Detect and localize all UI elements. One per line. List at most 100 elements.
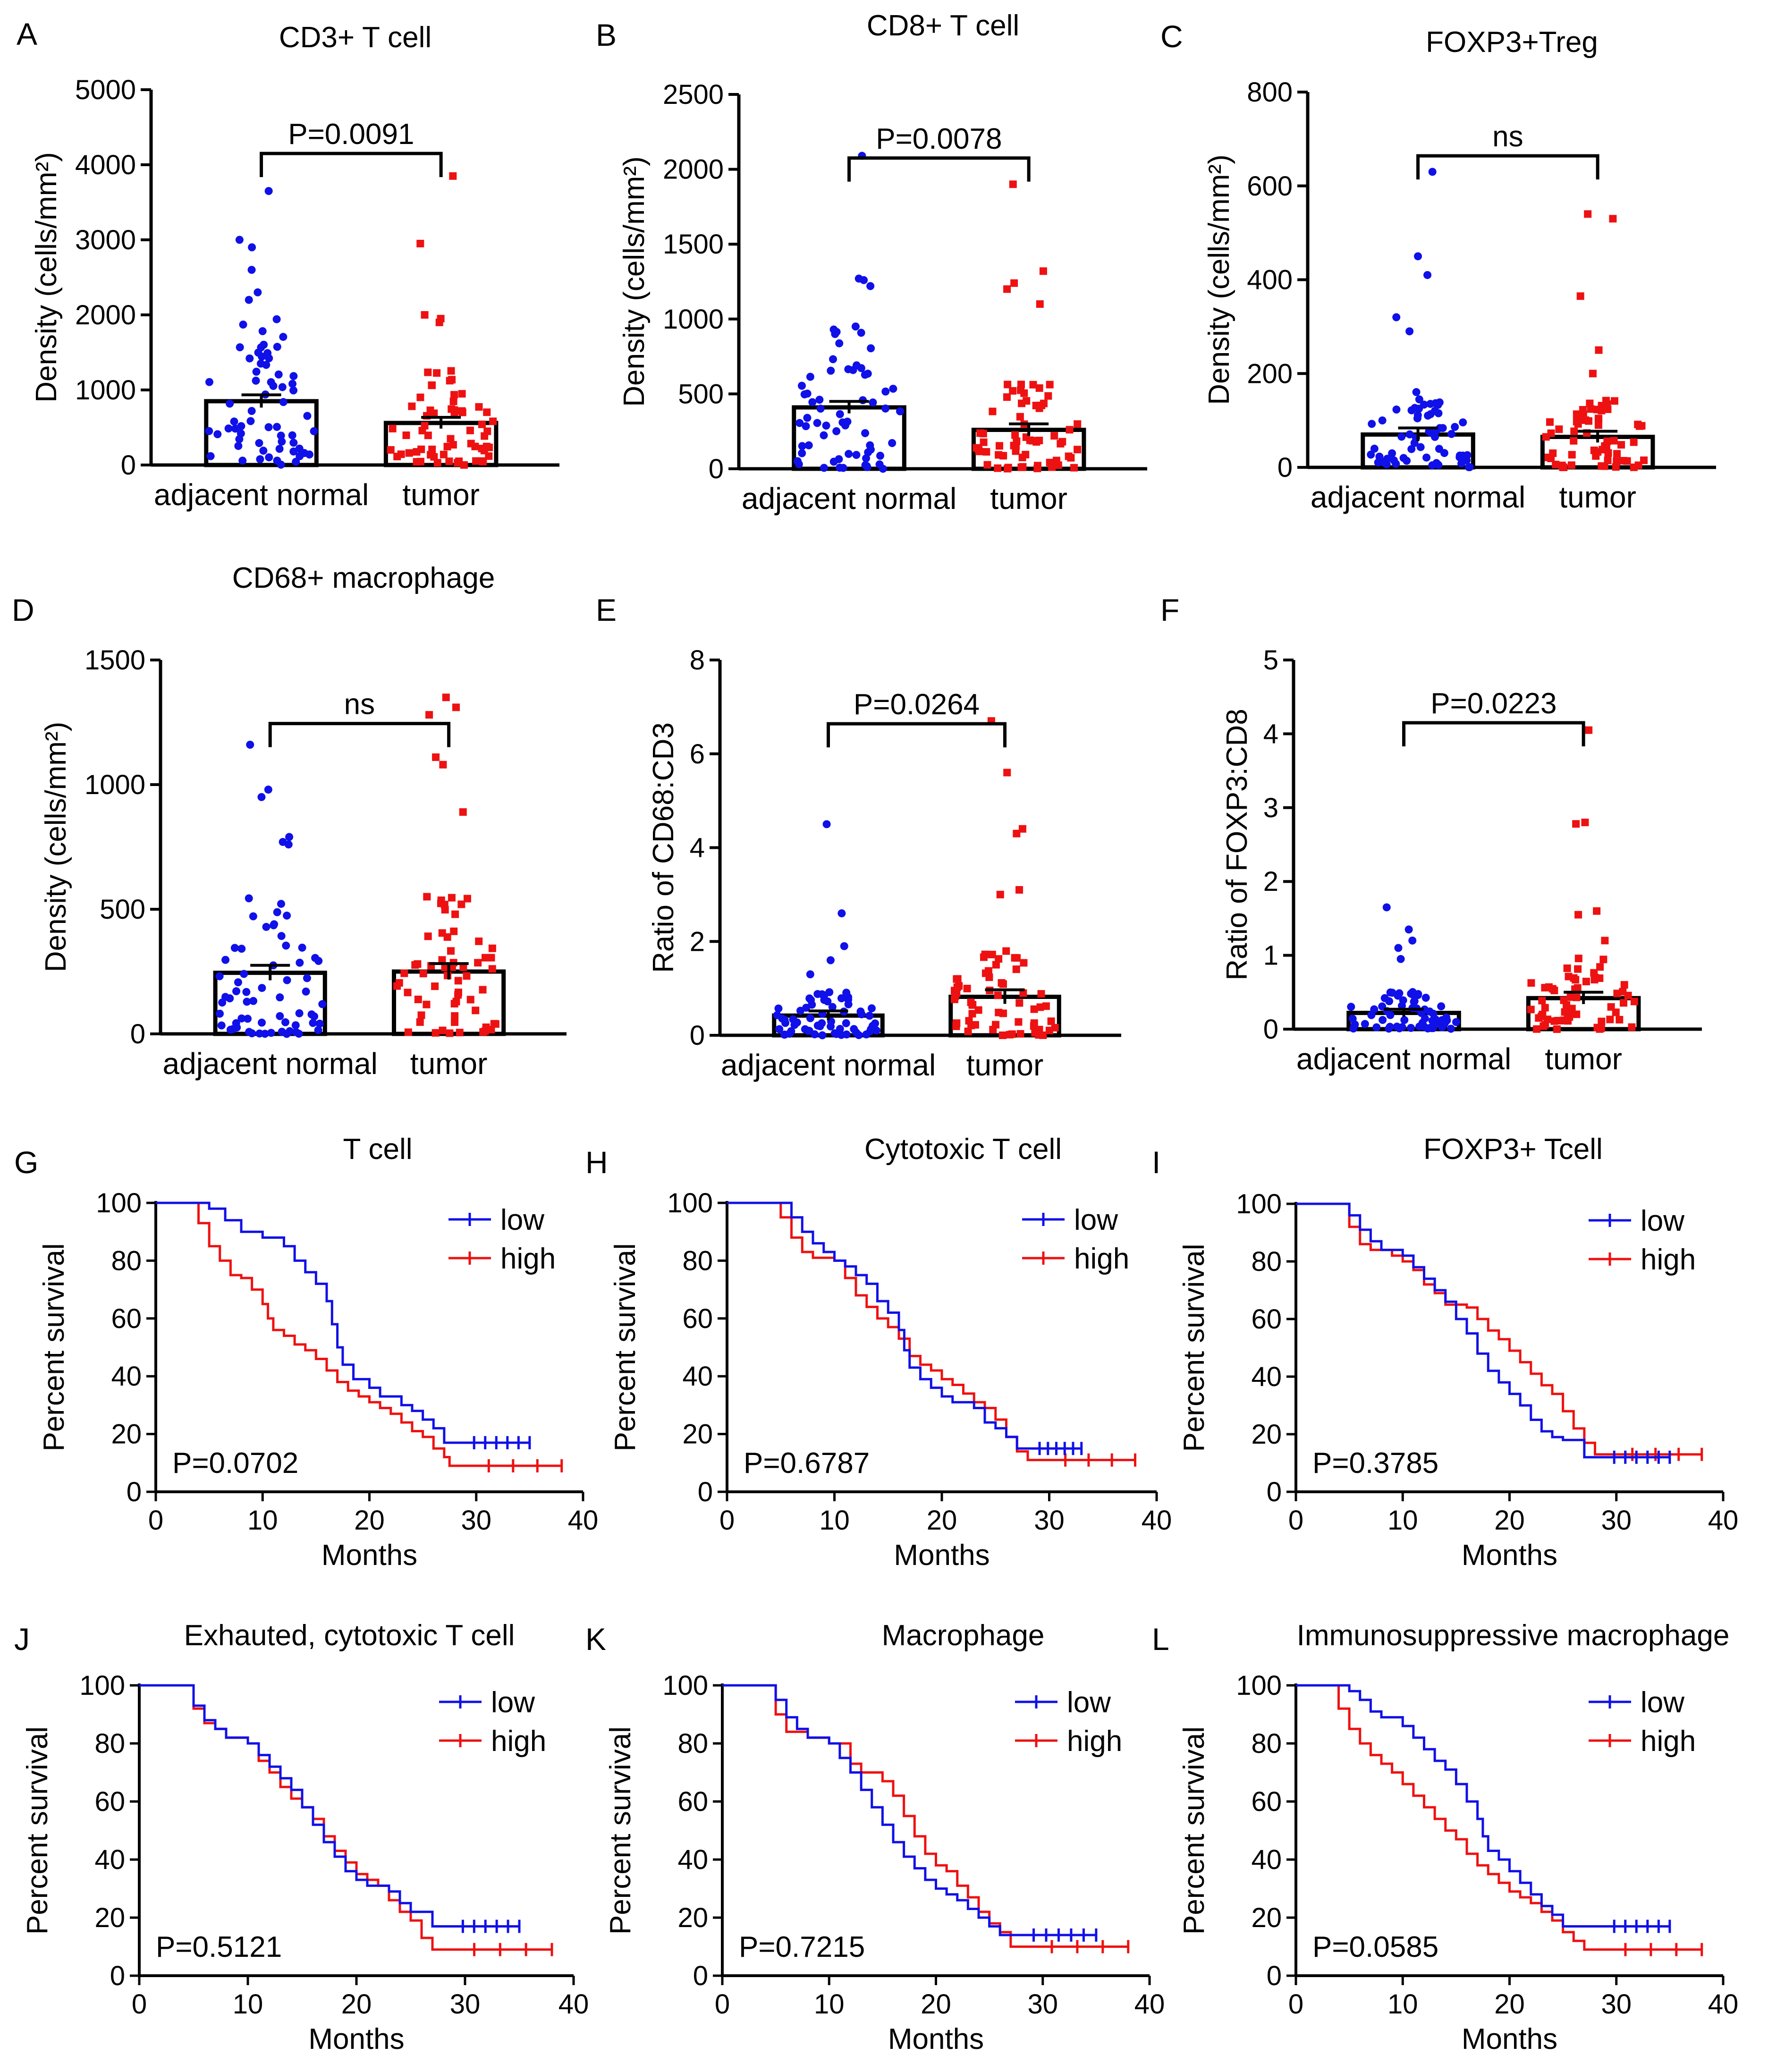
y-tick-label: 800	[1247, 77, 1293, 108]
dot-tumor	[440, 450, 448, 458]
dot-normal	[262, 361, 271, 369]
dot-tumor	[454, 459, 462, 467]
dot-normal	[264, 423, 273, 431]
dot-tumor	[466, 996, 474, 1004]
dot-normal	[845, 450, 853, 458]
dot-tumor	[478, 420, 486, 428]
dot-normal	[315, 1019, 324, 1028]
dot-normal	[1385, 1024, 1393, 1033]
survival-curve-high	[727, 1201, 1135, 1462]
censor-marks-high	[487, 1459, 563, 1472]
dot-tumor	[1009, 180, 1017, 188]
dot-normal	[295, 1009, 304, 1017]
dot-normal	[252, 376, 260, 385]
x-tick-label: 20	[1494, 1505, 1525, 1536]
dot-normal	[1367, 450, 1375, 459]
dot-tumor	[1018, 453, 1026, 461]
dot-tumor	[1585, 417, 1593, 425]
dot-tumor	[1628, 1023, 1636, 1031]
dot-tumor	[1538, 997, 1546, 1005]
dot-normal	[267, 1029, 275, 1037]
dot-tumor	[999, 1009, 1007, 1017]
dot-normal	[1416, 443, 1425, 451]
dot-normal	[264, 786, 272, 794]
dot-normal	[292, 457, 300, 466]
panel-j: J Exhauted, cytotoxic T cell 0 20 40 60 80 100 0…	[14, 1619, 589, 2055]
x-tick-label: 30	[1601, 1505, 1632, 1536]
dot-tumor	[1035, 437, 1043, 445]
dot-normal	[231, 424, 239, 433]
dot-tumor	[404, 1028, 412, 1036]
dot-tumor	[1046, 458, 1054, 466]
dot-normal	[244, 1015, 252, 1023]
dot-normal	[1393, 1023, 1401, 1031]
dot-tumor	[1620, 981, 1628, 989]
dot-normal	[837, 1031, 846, 1039]
dot-normal	[237, 429, 245, 438]
dot-tumor	[449, 397, 457, 406]
dot-tumor	[1017, 381, 1025, 389]
y-tick-label: 0	[110, 1961, 125, 1991]
panel-letter: I	[1152, 1145, 1160, 1180]
panel-d: D CD68+ macrophage 0 500 1000 1500 Density (ce…	[12, 562, 567, 1081]
dot-normal	[279, 398, 288, 406]
survival-curve-low	[722, 1684, 1096, 1937]
x-tick-label: 0	[132, 1989, 147, 2020]
dot-tumor	[950, 995, 958, 1003]
y-tick-label: 20	[682, 1419, 713, 1450]
dot-tumor	[1028, 437, 1036, 445]
x-axis-label: Months	[1462, 1539, 1557, 1572]
panel-letter: F	[1160, 592, 1179, 627]
dot-normal	[205, 378, 213, 386]
dot-tumor	[968, 1010, 976, 1018]
y-axis-label: Ratio of FOXP3:CD8	[1221, 709, 1253, 980]
dot-tumor	[1016, 1030, 1024, 1038]
dot-normal	[270, 920, 279, 929]
y-tick-label: 40	[1251, 1362, 1282, 1392]
dot-normal	[797, 381, 806, 390]
dot-tumor	[1044, 392, 1052, 400]
dot-normal	[245, 296, 253, 304]
dot-tumor	[424, 431, 432, 440]
dot-tumor	[1003, 769, 1011, 777]
dot-tumor	[995, 955, 1003, 963]
dot-tumor	[974, 1006, 982, 1014]
dot-normal	[1405, 430, 1414, 439]
dot-tumor	[983, 461, 991, 469]
panel-h: H Cytotoxic T cell 0 20 40 60 80 100 0 10 20 30 40 Mo…	[585, 1133, 1172, 1572]
category-label: tumor	[966, 1048, 1044, 1082]
dot-tumor	[416, 393, 424, 401]
dot-normal	[267, 378, 275, 386]
dot-normal	[829, 355, 837, 364]
panel-letter: A	[17, 17, 37, 51]
dot-tumor	[431, 982, 439, 990]
dot-tumor	[479, 457, 487, 465]
y-axis-label: Percent survival	[38, 1243, 70, 1451]
legend-label-high: high	[1074, 1243, 1129, 1275]
y-tick-label: 5	[1263, 645, 1278, 676]
panel-letter: D	[12, 592, 34, 627]
dot-tumor	[1004, 464, 1012, 472]
dot-normal	[793, 457, 802, 465]
dot-normal	[871, 1019, 880, 1028]
dot-normal	[1392, 313, 1401, 321]
dot-tumor	[426, 406, 434, 414]
dot-tumor	[994, 991, 1002, 999]
dot-normal	[1415, 1022, 1424, 1031]
dot-normal	[857, 329, 865, 337]
dot-normal	[1379, 1016, 1387, 1024]
dot-tumor	[1013, 954, 1021, 962]
dot-tumor	[428, 445, 436, 453]
dot-tumor	[433, 369, 441, 377]
y-tick-label: 20	[1251, 1903, 1282, 1933]
dot-tumor	[1042, 1002, 1050, 1010]
x-axis-label: Months	[308, 2023, 404, 2055]
dot-normal	[844, 1000, 853, 1008]
dot-normal	[789, 1015, 797, 1023]
dot-tumor	[1594, 421, 1602, 429]
dot-tumor	[1589, 370, 1597, 378]
x-tick-label: 40	[1142, 1505, 1172, 1536]
dot-normal	[835, 455, 843, 464]
dot-normal	[254, 348, 262, 357]
dot-normal	[283, 911, 291, 920]
